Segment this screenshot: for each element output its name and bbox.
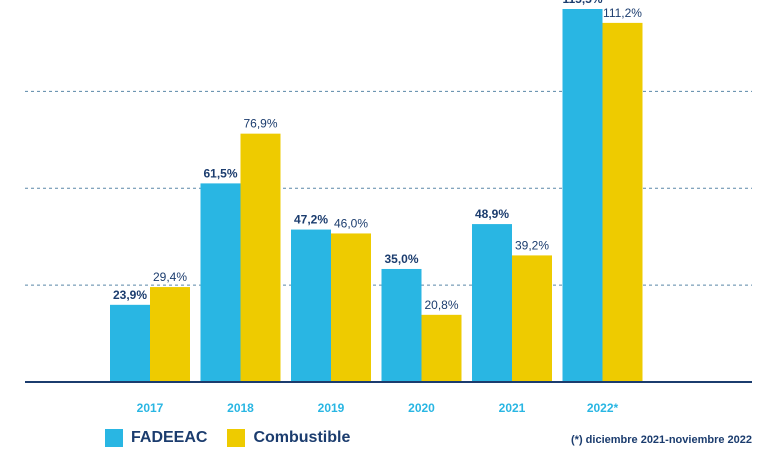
data-label-fadeeac-3: 35,0% [384, 252, 418, 266]
bar-fadeeac-1 [200, 183, 241, 382]
bar-combustible-4 [512, 255, 552, 382]
bar-fadeeac-4 [472, 224, 512, 382]
data-label-fadeeac-2: 47,2% [294, 213, 328, 227]
data-label-fadeeac-1: 61,5% [203, 166, 237, 180]
data-label-combustible-3: 20,8% [424, 298, 458, 312]
data-label-combustible-5: 111,2% [603, 6, 642, 20]
x-tick-label-4: 2021 [499, 401, 526, 415]
x-tick-label-3: 2020 [408, 401, 435, 415]
bar-fadeeac-0 [110, 304, 150, 382]
data-label-fadeeac-5: 115,5% [562, 0, 602, 6]
bar-combustible-1 [240, 133, 281, 382]
bar-combustible-3 [421, 314, 462, 382]
data-label-combustible-0: 29,4% [153, 270, 187, 284]
bar-combustible-2 [331, 233, 371, 382]
data-label-fadeeac-0: 23,9% [113, 288, 147, 302]
footnote: (*) diciembre 2021-noviembre 2022 [571, 434, 752, 446]
data-label-combustible-2: 46,0% [334, 216, 368, 230]
bar-fadeeac-5 [562, 9, 603, 382]
legend-swatch-combustible [227, 429, 246, 447]
data-label-combustible-1: 76,9% [243, 117, 277, 131]
x-tick-label-1: 2018 [227, 401, 254, 415]
bar-combustible-5 [602, 22, 643, 383]
x-tick-label-0: 2017 [137, 401, 164, 415]
bar-combustible-0 [150, 287, 190, 382]
data-label-fadeeac-4: 48,9% [475, 207, 509, 221]
x-tick-label-5: 2022* [587, 401, 619, 415]
x-tick-label-2: 2019 [318, 401, 345, 415]
legend-swatch-fadeeac [105, 429, 123, 447]
bar-fadeeac-2 [291, 229, 331, 382]
legend-item-combustible: Combustible [227, 429, 350, 447]
legend: FADEEAC Combustible [105, 429, 370, 447]
bar-fadeeac-3 [381, 268, 422, 382]
legend-label-combustible: Combustible [253, 429, 351, 446]
legend-item-fadeeac: FADEEAC [105, 429, 207, 447]
data-label-combustible-4: 39,2% [515, 238, 549, 252]
legend-label-fadeeac: FADEEAC [131, 429, 208, 446]
